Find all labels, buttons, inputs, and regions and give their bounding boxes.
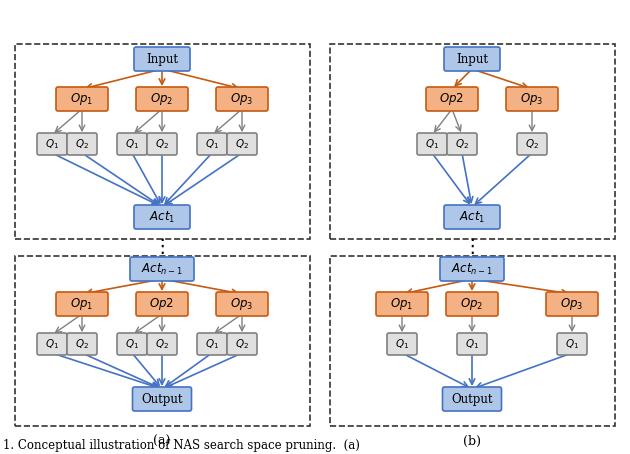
Text: Input: Input [456, 53, 488, 65]
Text: $Act_{n-1}$: $Act_{n-1}$ [141, 262, 183, 276]
Text: $Op_3$: $Op_3$ [231, 296, 254, 312]
Text: $Op2$: $Op2$ [440, 91, 464, 107]
Text: Output: Output [141, 393, 183, 405]
Text: $Q_1$: $Q_1$ [125, 137, 139, 151]
Text: $Q_1$: $Q_1$ [565, 337, 579, 351]
Text: $Act_1$: $Act_1$ [149, 209, 175, 225]
Text: (a): (a) [153, 434, 171, 448]
Text: ⋮: ⋮ [462, 237, 482, 256]
FancyBboxPatch shape [506, 87, 558, 111]
Text: $Q_2$: $Q_2$ [235, 137, 249, 151]
FancyBboxPatch shape [67, 333, 97, 355]
FancyBboxPatch shape [130, 257, 194, 281]
FancyBboxPatch shape [517, 133, 547, 155]
Text: $Q_1$: $Q_1$ [205, 137, 219, 151]
Text: $Q_2$: $Q_2$ [75, 137, 89, 151]
FancyBboxPatch shape [446, 292, 498, 316]
FancyBboxPatch shape [67, 133, 97, 155]
FancyBboxPatch shape [134, 205, 190, 229]
FancyBboxPatch shape [136, 87, 188, 111]
Text: $Op2$: $Op2$ [149, 296, 175, 312]
Text: $Op_2$: $Op_2$ [151, 91, 174, 107]
FancyBboxPatch shape [442, 387, 501, 411]
FancyBboxPatch shape [447, 133, 477, 155]
Text: $Q_2$: $Q_2$ [235, 337, 249, 351]
Text: Input: Input [146, 53, 178, 65]
FancyBboxPatch shape [134, 47, 190, 71]
Text: $Q_1$: $Q_1$ [45, 137, 59, 151]
FancyBboxPatch shape [147, 333, 177, 355]
Bar [330, 44, 615, 239]
Text: (b): (b) [463, 434, 481, 448]
Text: $Q_1$: $Q_1$ [395, 337, 409, 351]
FancyBboxPatch shape [227, 333, 257, 355]
Text: $Q_1$: $Q_1$ [425, 137, 439, 151]
Text: $Op_2$: $Op_2$ [461, 296, 484, 312]
FancyBboxPatch shape [197, 133, 227, 155]
Text: Output: Output [451, 393, 493, 405]
Text: $Act_1$: $Act_1$ [459, 209, 485, 225]
Text: $Q_2$: $Q_2$ [155, 137, 169, 151]
FancyBboxPatch shape [546, 292, 598, 316]
Text: ⋮: ⋮ [152, 237, 172, 256]
FancyBboxPatch shape [147, 133, 177, 155]
FancyBboxPatch shape [376, 292, 428, 316]
FancyBboxPatch shape [457, 333, 487, 355]
FancyBboxPatch shape [37, 133, 67, 155]
FancyBboxPatch shape [117, 333, 147, 355]
FancyBboxPatch shape [227, 133, 257, 155]
Bar [330, 256, 615, 426]
FancyBboxPatch shape [444, 47, 500, 71]
Text: $Q_1$: $Q_1$ [465, 337, 479, 351]
FancyBboxPatch shape [197, 333, 227, 355]
Text: $Q_2$: $Q_2$ [75, 337, 89, 351]
Text: $Q_1$: $Q_1$ [125, 337, 139, 351]
FancyBboxPatch shape [444, 205, 500, 229]
Text: $Op_1$: $Op_1$ [71, 91, 94, 107]
Bar [15, 256, 310, 426]
FancyBboxPatch shape [216, 292, 268, 316]
FancyBboxPatch shape [132, 387, 192, 411]
FancyBboxPatch shape [426, 87, 478, 111]
Text: $Act_{n-1}$: $Act_{n-1}$ [451, 262, 493, 276]
Text: $Op_3$: $Op_3$ [520, 91, 544, 107]
Text: 1. Conceptual illustration of NAS search space pruning.  (a): 1. Conceptual illustration of NAS search… [3, 439, 360, 452]
FancyBboxPatch shape [216, 87, 268, 111]
Bar [15, 44, 310, 239]
Text: $Q_2$: $Q_2$ [155, 337, 169, 351]
FancyBboxPatch shape [387, 333, 417, 355]
FancyBboxPatch shape [37, 333, 67, 355]
Text: $Op_1$: $Op_1$ [391, 296, 414, 312]
FancyBboxPatch shape [557, 333, 587, 355]
FancyBboxPatch shape [56, 87, 108, 111]
FancyBboxPatch shape [117, 133, 147, 155]
Text: $Op_3$: $Op_3$ [231, 91, 254, 107]
Text: $Q_2$: $Q_2$ [525, 137, 539, 151]
FancyBboxPatch shape [136, 292, 188, 316]
Text: $Q_1$: $Q_1$ [205, 337, 219, 351]
FancyBboxPatch shape [56, 292, 108, 316]
Text: $Q_2$: $Q_2$ [455, 137, 469, 151]
Text: $Op_1$: $Op_1$ [71, 296, 94, 312]
Text: $Op_3$: $Op_3$ [560, 296, 583, 312]
Text: $Q_1$: $Q_1$ [45, 337, 59, 351]
FancyBboxPatch shape [440, 257, 504, 281]
FancyBboxPatch shape [417, 133, 447, 155]
